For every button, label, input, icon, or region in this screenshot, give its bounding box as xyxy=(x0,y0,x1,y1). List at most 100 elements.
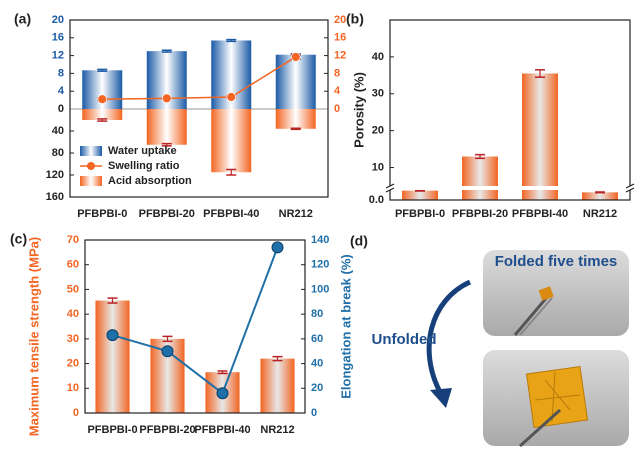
x-tick-label: PFBPBI-40 xyxy=(203,208,259,220)
point xyxy=(161,93,172,104)
y-tick-label: 20 xyxy=(372,125,384,137)
bar xyxy=(146,109,187,145)
x-tick-label: PFBPBI-20 xyxy=(139,208,195,220)
plot-frame xyxy=(389,19,631,201)
arrow xyxy=(426,279,472,394)
y-tick-label: 20 xyxy=(67,357,79,369)
legend-label: Water uptake xyxy=(108,145,177,157)
caption: Folded five times xyxy=(495,253,618,270)
bar xyxy=(95,300,130,413)
legend-swatch xyxy=(80,146,102,156)
y2-tick-label: 12 xyxy=(334,50,346,62)
y-tick-label: 50 xyxy=(67,283,79,295)
break-mark xyxy=(625,183,635,189)
point xyxy=(271,241,284,254)
panel-label: (b) xyxy=(346,11,364,27)
y2-tick-label: 8 xyxy=(334,67,340,79)
y-tick-label: 10 xyxy=(67,382,79,394)
arrow-head xyxy=(430,388,452,408)
y2-tick-label: 40 xyxy=(311,357,323,369)
tweezers xyxy=(513,295,550,336)
y-tick-label: 160 xyxy=(46,191,64,203)
y2-tick-label: 60 xyxy=(311,333,323,345)
y-tick-label: 20 xyxy=(52,14,64,26)
line xyxy=(102,56,297,100)
point xyxy=(161,345,174,358)
bar xyxy=(275,54,316,109)
bar xyxy=(82,109,123,120)
y2-tick-label: 16 xyxy=(334,32,346,44)
x-tick-label: PFBPBI-0 xyxy=(395,208,445,220)
y-tick-label: 8 xyxy=(58,67,64,79)
y-tick-label: 0 xyxy=(58,103,64,115)
plot-frame xyxy=(69,19,329,198)
break-mark xyxy=(625,187,635,193)
axis-break xyxy=(387,186,633,190)
x-tick-label: PFBPBI-0 xyxy=(87,424,137,436)
y-tick-label: 0.0 xyxy=(369,194,384,206)
y-tick-label: 30 xyxy=(67,333,79,345)
y-tick-label: 70 xyxy=(67,234,79,246)
y2-tick-label: 4 xyxy=(334,85,341,97)
legend-swatch xyxy=(80,176,102,186)
y-tick-label: 120 xyxy=(46,169,64,181)
photo-folded xyxy=(483,250,629,336)
unfolded-membrane xyxy=(525,365,589,429)
point xyxy=(97,94,108,105)
y2-tick-label: 20 xyxy=(311,382,323,394)
y-tick-label: 16 xyxy=(52,32,64,44)
y-tick-label: 12 xyxy=(52,50,64,62)
y2-tick-label: 0 xyxy=(334,103,340,115)
y2-tick-label: 140 xyxy=(311,234,329,246)
x-tick-label: PFBPBI-20 xyxy=(139,424,195,436)
plot-frame xyxy=(84,239,306,414)
legend-label: Swelling ratio xyxy=(108,160,180,172)
panel-label: (d) xyxy=(350,233,368,249)
panel-label: (c) xyxy=(10,231,27,247)
y-tick-label: 30 xyxy=(372,88,384,100)
point xyxy=(226,92,237,102)
y-tick-label: 40 xyxy=(372,51,384,63)
x-tick-label: NR212 xyxy=(260,424,294,436)
point xyxy=(216,387,229,400)
panel-label: (a) xyxy=(14,11,31,27)
tweezers xyxy=(518,408,562,448)
y-tick-label: 0 xyxy=(73,407,79,419)
break-mark xyxy=(385,187,395,193)
bar xyxy=(260,358,295,413)
y2-tick-label: 100 xyxy=(311,283,329,295)
fold-creases xyxy=(534,371,581,423)
point xyxy=(106,329,119,342)
bar xyxy=(462,156,498,200)
x-tick-label: PFBPBI-0 xyxy=(77,208,127,220)
break-mark xyxy=(385,183,395,189)
bar xyxy=(211,109,252,173)
y-tick-label: 10 xyxy=(372,161,384,173)
legend-label: Acid absorption xyxy=(108,175,192,187)
y2-tick-label: 0 xyxy=(311,407,317,419)
legend-swatch xyxy=(87,162,95,170)
y2-tick-label: 120 xyxy=(311,259,329,271)
bar xyxy=(275,109,316,129)
y-tick-label: 80 xyxy=(52,147,64,159)
y-axis-title: Maximum tensile strength (MPa) xyxy=(26,237,41,436)
y-tick-label: 40 xyxy=(67,308,79,320)
x-tick-label: NR212 xyxy=(279,208,313,220)
y-tick-label: 40 xyxy=(52,125,64,137)
bar xyxy=(582,192,618,200)
y-tick-label: 4 xyxy=(58,85,65,97)
line xyxy=(112,247,279,395)
x-tick-label: PFBPBI-40 xyxy=(512,208,568,220)
bar xyxy=(402,190,438,200)
bar xyxy=(522,73,558,200)
point xyxy=(290,52,301,62)
folded-membrane xyxy=(538,286,554,301)
tweezers xyxy=(519,297,553,336)
y-tick-label: 60 xyxy=(67,259,79,271)
y2-tick-label: 80 xyxy=(311,308,323,320)
x-tick-label: NR212 xyxy=(583,208,617,220)
y2-tick-label: 20 xyxy=(334,14,346,26)
caption: Unfolded xyxy=(372,331,437,348)
